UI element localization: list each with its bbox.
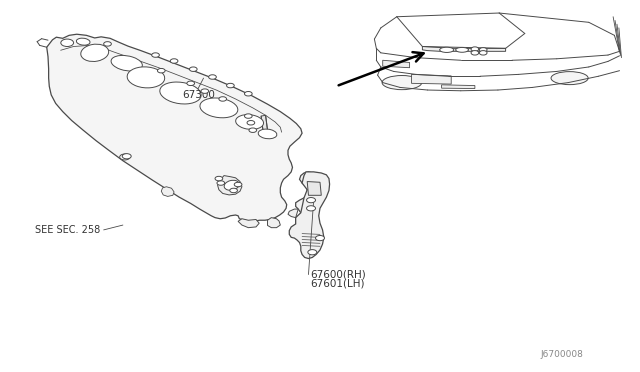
Polygon shape (238, 219, 259, 228)
Polygon shape (261, 115, 268, 136)
Circle shape (471, 51, 479, 55)
Circle shape (247, 121, 255, 125)
Circle shape (230, 188, 237, 193)
Polygon shape (412, 74, 451, 84)
Polygon shape (218, 176, 242, 195)
Polygon shape (422, 46, 506, 51)
Circle shape (244, 114, 252, 118)
Circle shape (479, 51, 487, 55)
Ellipse shape (440, 47, 454, 52)
Circle shape (104, 42, 111, 46)
Circle shape (307, 206, 316, 211)
Circle shape (234, 182, 242, 187)
Ellipse shape (200, 98, 238, 118)
Text: J6700008: J6700008 (541, 350, 584, 359)
Ellipse shape (236, 115, 264, 129)
Polygon shape (296, 172, 319, 228)
Ellipse shape (160, 82, 201, 104)
Polygon shape (442, 85, 475, 89)
Text: 67601(LH): 67601(LH) (310, 279, 365, 288)
Circle shape (157, 68, 165, 73)
Polygon shape (161, 187, 174, 196)
Circle shape (189, 67, 197, 71)
Circle shape (471, 47, 479, 51)
Ellipse shape (551, 71, 588, 84)
Text: 67600(RH): 67600(RH) (310, 270, 366, 279)
Ellipse shape (127, 67, 164, 88)
Circle shape (209, 75, 216, 79)
Circle shape (308, 250, 317, 255)
Circle shape (307, 198, 316, 203)
Polygon shape (288, 209, 298, 218)
Circle shape (219, 97, 227, 101)
Polygon shape (47, 34, 302, 221)
Circle shape (201, 89, 209, 93)
Circle shape (122, 154, 131, 159)
Circle shape (187, 81, 195, 86)
Circle shape (249, 128, 257, 132)
Ellipse shape (456, 48, 468, 52)
Text: SEE SEC. 258: SEE SEC. 258 (35, 225, 100, 235)
Circle shape (152, 53, 159, 57)
Polygon shape (289, 172, 330, 259)
Ellipse shape (81, 44, 109, 61)
Polygon shape (268, 218, 280, 228)
Polygon shape (307, 182, 321, 195)
Text: 67300: 67300 (182, 90, 215, 100)
Circle shape (479, 48, 487, 52)
Circle shape (61, 39, 74, 46)
Circle shape (316, 235, 324, 241)
Circle shape (170, 59, 178, 63)
Ellipse shape (111, 55, 142, 71)
Circle shape (244, 92, 252, 96)
Polygon shape (383, 60, 410, 68)
Circle shape (120, 154, 130, 160)
Circle shape (215, 176, 223, 181)
Ellipse shape (224, 180, 239, 190)
Ellipse shape (382, 76, 422, 90)
Circle shape (227, 83, 234, 88)
Ellipse shape (258, 129, 277, 139)
Ellipse shape (76, 38, 90, 45)
Circle shape (217, 181, 225, 185)
